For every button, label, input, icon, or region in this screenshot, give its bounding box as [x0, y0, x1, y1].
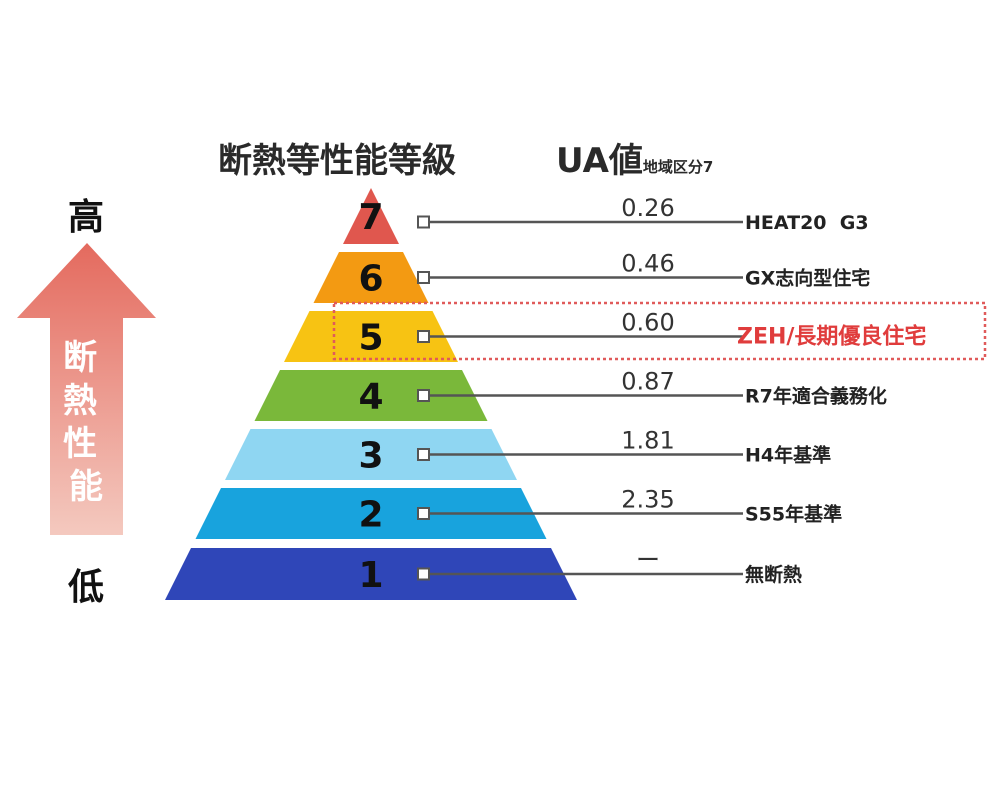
highlight-box-grade-5 [332, 301, 987, 361]
connector-marker-grade-6 [417, 271, 430, 284]
header-ua-title: UA値 [556, 141, 643, 181]
pyramid-tier-grade-2 [195, 488, 547, 539]
grade-number-grade-3: 3 [358, 436, 383, 477]
side-label-high: 高 [67, 197, 104, 238]
ua-value-grade-6: 0.46 [621, 250, 674, 278]
header-ua-subtitle: 地域区分7 [642, 158, 714, 176]
ua-value-grade-3: 1.81 [621, 427, 674, 455]
connector-marker-grade-1 [417, 567, 430, 581]
connector-marker-grade-4 [417, 389, 430, 402]
standard-label-grade-2: S55年基準 [745, 503, 842, 526]
performance-arrow [17, 243, 156, 535]
standard-label-grade-6: GX志向型住宅 [745, 267, 870, 290]
standard-label-grade-1: 無断熱 [745, 563, 802, 586]
header-ua: UA値地域区分7 [556, 133, 713, 182]
pyramid-tier-grade-7 [343, 188, 399, 244]
grade-number-grade-6: 6 [358, 259, 383, 300]
side-label-performance: 断 熱 性 能 [63, 338, 109, 507]
standard-label-grade-5: ZEH/長期優良住宅 [737, 324, 926, 350]
standard-label-grade-3: H4年基準 [745, 444, 831, 467]
ua-value-grade-5: 0.60 [621, 309, 674, 337]
grade-number-grade-4: 4 [358, 377, 383, 418]
grade-number-grade-2: 2 [358, 495, 383, 536]
standard-label-grade-4: R7年適合義務化 [745, 385, 887, 408]
ua-value-grade-2: 2.35 [621, 486, 674, 514]
pyramid-tier-grade-4 [254, 370, 488, 421]
connector-marker-grade-2 [417, 507, 430, 520]
grade-number-grade-1: 1 [358, 555, 383, 596]
connector-marker-grade-3 [417, 448, 430, 461]
grade-number-grade-5: 5 [358, 318, 383, 359]
connector-marker-grade-5 [417, 330, 430, 343]
header-grade-title: 断熱等性能等級 [218, 141, 456, 181]
standard-label-grade-7: HEAT20 G3 [745, 212, 869, 234]
pyramid-tier-grade-5 [284, 311, 458, 362]
grade-number-grade-7: 7 [358, 197, 383, 238]
side-label-low: 低 [67, 567, 104, 608]
ua-value-grade-4: 0.87 [621, 368, 674, 396]
ua-value-grade-7: 0.26 [621, 194, 674, 222]
ua-value-grade-1: ー [636, 546, 660, 574]
connector-marker-grade-7 [417, 215, 430, 229]
pyramid-tier-grade-1 [165, 548, 577, 600]
pyramid-tier-grade-3 [225, 429, 517, 480]
pyramid-tier-grade-6 [313, 252, 429, 303]
